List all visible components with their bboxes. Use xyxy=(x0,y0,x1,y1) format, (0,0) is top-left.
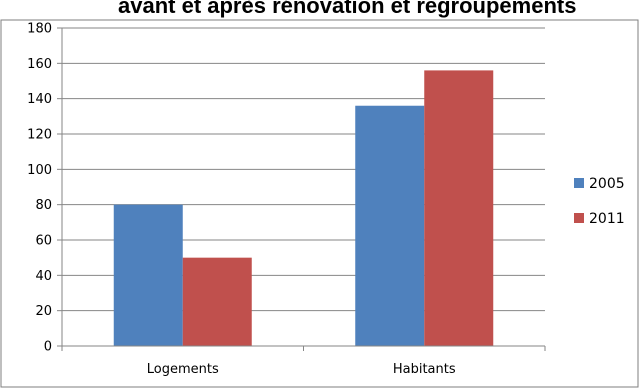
x-category-labels: Logements Habitants xyxy=(147,362,456,377)
bars xyxy=(113,70,494,347)
bar-habitants-2011 xyxy=(424,70,494,347)
y-tick-label-80: 80 xyxy=(35,198,52,213)
legend-swatch-2005 xyxy=(574,178,584,188)
legend-swatch-2011 xyxy=(574,213,584,223)
x-category-label-logements: Logements xyxy=(147,362,219,377)
chart-title: avant et après rénovation et regroupemen… xyxy=(118,0,576,18)
y-tick-label-0: 0 xyxy=(44,340,52,355)
chart-frame xyxy=(0,19,639,388)
y-tick-label-20: 20 xyxy=(35,304,52,319)
legend: 2005 2011 xyxy=(574,176,625,227)
legend-label-2011: 2011 xyxy=(589,211,625,227)
bar-habitants-2005 xyxy=(355,105,425,346)
y-tick-label-160: 160 xyxy=(27,57,52,72)
y-tick-labels: 0 20 40 60 80 100 120 140 160 180 xyxy=(27,22,52,355)
bar-logements-2011 xyxy=(182,257,252,346)
y-tick-label-180: 180 xyxy=(27,22,52,37)
y-tick-label-40: 40 xyxy=(35,269,52,284)
bar-logements-2005 xyxy=(113,204,183,346)
y-tick-label-120: 120 xyxy=(27,128,52,143)
axes xyxy=(57,27,546,351)
x-category-label-habitants: Habitants xyxy=(393,362,456,377)
y-tick-label-100: 100 xyxy=(27,163,52,178)
legend-label-2005: 2005 xyxy=(589,176,625,192)
y-tick-label-60: 60 xyxy=(35,234,52,249)
y-tick-label-140: 140 xyxy=(27,92,52,107)
